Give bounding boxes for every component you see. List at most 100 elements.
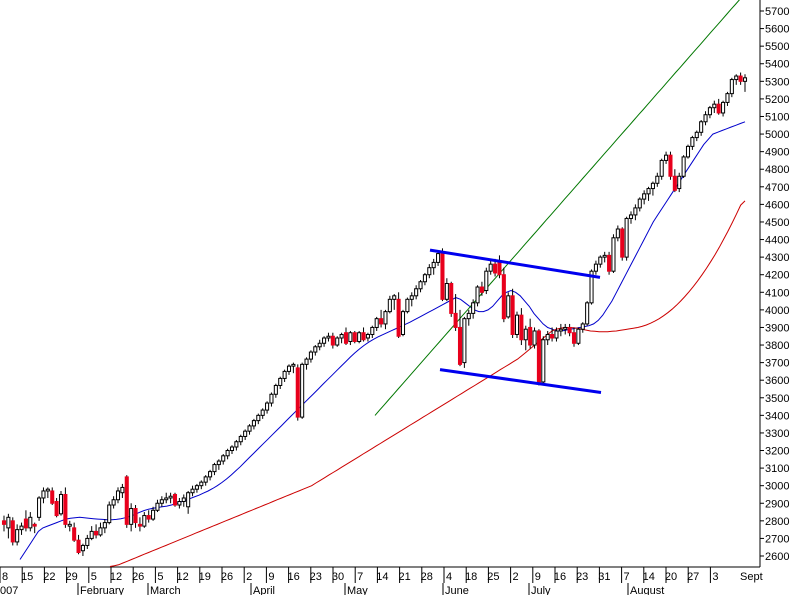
- candle-down: [528, 326, 533, 346]
- candle-up: [238, 435, 243, 443]
- candle-up: [247, 425, 252, 432]
- candle-up: [326, 335, 331, 339]
- candle-up: [615, 228, 620, 239]
- candle-up: [15, 529, 20, 543]
- candle-down: [396, 298, 401, 337]
- candle-up: [721, 101, 726, 114]
- candle-up: [699, 121, 704, 133]
- y-tick-label: 2700: [765, 533, 789, 545]
- candle-up: [164, 497, 169, 501]
- candle-up: [585, 302, 590, 325]
- y-tick-label: 4800: [765, 164, 789, 176]
- candle-up: [374, 318, 379, 328]
- candle-up: [67, 523, 72, 527]
- y-tick-label: 3300: [765, 428, 789, 440]
- candle-up: [115, 490, 121, 501]
- candle-up: [729, 79, 734, 95]
- candle-up: [45, 488, 50, 492]
- candle-up: [387, 298, 392, 313]
- candle-up: [229, 446, 235, 452]
- candle-up: [703, 114, 708, 123]
- y-tick-label: 4600: [765, 199, 789, 211]
- candle-up: [681, 156, 686, 177]
- candle-down: [330, 335, 335, 346]
- candle-down: [94, 530, 99, 536]
- candle-down: [501, 274, 506, 320]
- candle-up: [624, 217, 629, 258]
- candle-up: [383, 311, 388, 325]
- candle-up: [159, 499, 164, 504]
- candle-up: [129, 508, 134, 525]
- y-tick-label: 2600: [765, 551, 789, 563]
- candle-up: [6, 516, 11, 529]
- candle-up: [431, 261, 436, 269]
- candle-up: [414, 288, 419, 297]
- candle-up: [444, 283, 449, 300]
- candle-up: [58, 493, 64, 515]
- candle-up: [466, 312, 471, 320]
- candle-down: [571, 332, 577, 344]
- candle-down: [23, 518, 28, 529]
- x-tick-label: 2: [246, 571, 252, 583]
- candle-up: [598, 256, 603, 265]
- candle-down: [668, 154, 673, 177]
- candle-up: [685, 145, 691, 158]
- candle-up: [422, 274, 427, 283]
- candle-up: [80, 544, 85, 552]
- candle-up: [282, 370, 287, 379]
- candle-down: [50, 490, 55, 504]
- candle-down: [607, 254, 612, 272]
- candle-up: [488, 263, 493, 272]
- x-tick-label: 18: [465, 571, 477, 583]
- candle-up: [89, 530, 94, 539]
- x-tick-label: 14: [643, 571, 655, 583]
- month-label: July: [531, 585, 551, 595]
- candle-up: [265, 402, 270, 411]
- candle-up: [155, 502, 160, 511]
- candle-down: [620, 228, 625, 258]
- y-tick-label: 5000: [765, 129, 789, 141]
- candle-up: [655, 175, 660, 184]
- candle-up: [650, 182, 655, 190]
- candle-up: [194, 485, 199, 490]
- candle-up: [637, 198, 642, 209]
- candle-up: [712, 103, 717, 109]
- x-tick-label: 15: [21, 571, 33, 583]
- candle-up: [554, 330, 559, 339]
- candle-up: [462, 318, 467, 364]
- x-tick-label: 25: [487, 571, 499, 583]
- candle-up: [151, 509, 156, 520]
- candle-down: [54, 501, 59, 517]
- y-tick-label: 4700: [765, 182, 789, 194]
- x-tick-label: 5: [91, 571, 97, 583]
- candle-down: [716, 103, 721, 114]
- month-label: February: [80, 585, 125, 595]
- candle-down: [457, 326, 463, 365]
- y-tick-label: 5300: [765, 76, 789, 88]
- candle-up: [181, 497, 186, 502]
- x-tick-label: 4: [446, 571, 452, 583]
- x-tick-label: 20: [665, 571, 677, 583]
- candle-down: [738, 75, 743, 82]
- y-tick-label: 4500: [765, 217, 789, 229]
- candle-up: [216, 460, 221, 466]
- channel-lower-line: [439, 368, 602, 394]
- x-tick-label: 12: [176, 571, 188, 583]
- x-tick-label: 2: [513, 571, 519, 583]
- x-tick-label: 9: [268, 571, 274, 583]
- candle-up: [593, 263, 598, 272]
- y-tick-label: 5100: [765, 111, 789, 123]
- y-tick-label: 5700: [765, 6, 789, 18]
- candle-up: [365, 333, 370, 339]
- x-tick-label: 16: [554, 571, 566, 583]
- candle-up: [611, 237, 616, 272]
- y-tick-label: 4400: [765, 235, 789, 247]
- candle-up: [85, 537, 90, 546]
- candle-up: [580, 323, 585, 330]
- x-tick-label: 3: [712, 571, 718, 583]
- y-tick-label: 5600: [765, 24, 789, 36]
- candle-down: [352, 332, 357, 343]
- candle-down: [32, 523, 37, 527]
- x-tick-label: 22: [43, 571, 55, 583]
- candle-down: [479, 286, 484, 293]
